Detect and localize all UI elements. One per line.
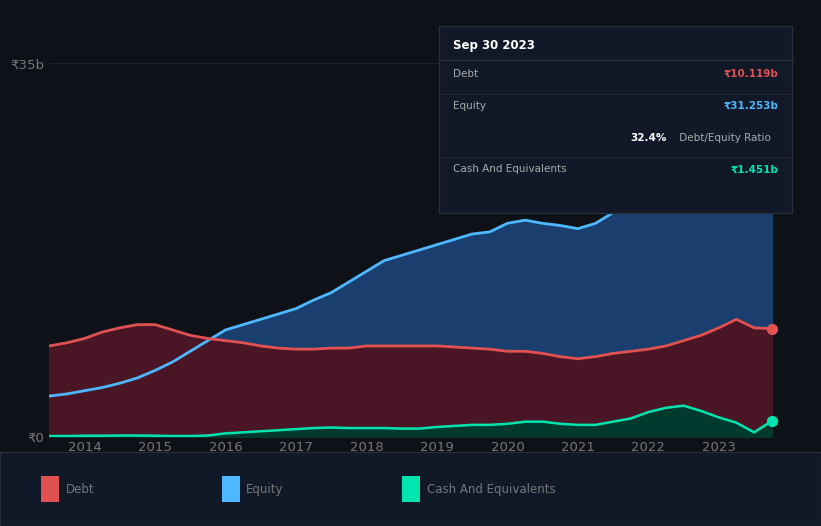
Text: Debt: Debt bbox=[453, 69, 479, 79]
Text: 32.4%: 32.4% bbox=[630, 133, 667, 143]
Text: Debt: Debt bbox=[66, 483, 94, 495]
FancyBboxPatch shape bbox=[402, 477, 420, 502]
Text: Equity: Equity bbox=[453, 101, 486, 111]
FancyBboxPatch shape bbox=[222, 477, 240, 502]
Text: Sep 30 2023: Sep 30 2023 bbox=[453, 39, 535, 53]
Point bbox=[765, 417, 778, 426]
Text: Equity: Equity bbox=[246, 483, 284, 495]
Text: ₹10.119b: ₹10.119b bbox=[723, 69, 778, 79]
Text: Cash And Equivalents: Cash And Equivalents bbox=[453, 165, 567, 175]
Point bbox=[765, 325, 778, 333]
FancyBboxPatch shape bbox=[41, 477, 59, 502]
Point bbox=[765, 99, 778, 107]
Text: ₹31.253b: ₹31.253b bbox=[723, 101, 778, 111]
Text: ₹1.451b: ₹1.451b bbox=[730, 165, 778, 175]
Text: Debt/Equity Ratio: Debt/Equity Ratio bbox=[676, 133, 771, 143]
Text: Cash And Equivalents: Cash And Equivalents bbox=[427, 483, 556, 495]
